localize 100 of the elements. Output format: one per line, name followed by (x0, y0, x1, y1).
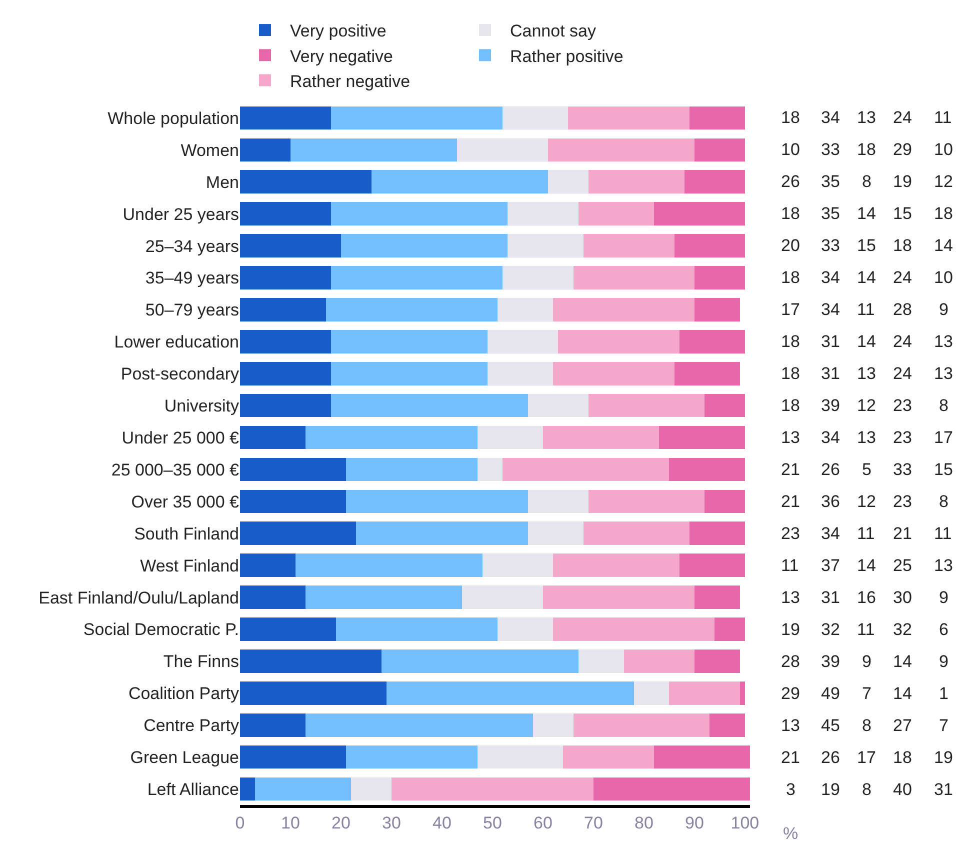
y-tick-label: Centre Party (144, 716, 240, 736)
data-label: 5 (862, 460, 872, 479)
bar (573, 713, 710, 737)
bar (330, 266, 503, 290)
bar (624, 650, 694, 673)
data-label: 13 (857, 108, 876, 127)
data-label: 19 (893, 172, 912, 191)
bar (659, 426, 745, 450)
data-label: 11 (857, 620, 875, 639)
legend-label: Very positive (290, 22, 386, 41)
bar (694, 650, 740, 673)
bar (340, 234, 508, 258)
data-label: 13 (781, 588, 800, 607)
data-label: 10 (934, 268, 953, 287)
data-label: 21 (893, 524, 912, 543)
bar (240, 330, 331, 354)
bar (679, 330, 745, 354)
bar (679, 554, 745, 577)
data-label: 19 (934, 748, 953, 767)
data-label: 24 (893, 364, 912, 383)
data-label: 15 (857, 236, 876, 255)
x-tick-label: 10 (281, 813, 300, 832)
data-label: 9 (939, 652, 948, 671)
bar (457, 138, 548, 162)
bar (532, 713, 574, 737)
data-label: 13 (934, 556, 953, 575)
data-label: 11 (857, 300, 875, 319)
data-label: 17 (857, 748, 876, 767)
bar (498, 298, 554, 322)
bar (583, 234, 674, 258)
bar (391, 777, 594, 801)
bar (240, 777, 256, 801)
data-label: 13 (934, 332, 953, 351)
bar (330, 330, 488, 354)
data-label: 23 (893, 492, 912, 511)
bar (346, 745, 478, 769)
bar (381, 650, 578, 673)
data-label: 18 (781, 396, 800, 415)
bar (330, 202, 508, 226)
x-tick-label: 80 (634, 813, 654, 832)
bar (573, 266, 694, 290)
bar (240, 170, 372, 194)
bar (502, 106, 568, 130)
data-label: 40 (893, 780, 912, 799)
data-label: 13 (857, 428, 876, 447)
data-label: 13 (857, 364, 876, 383)
data-label: 1 (939, 684, 948, 703)
bar (542, 426, 660, 450)
bar (306, 713, 533, 737)
y-tick-label: University (164, 396, 240, 416)
bar (674, 234, 745, 258)
bar (704, 394, 745, 418)
bar (240, 138, 290, 162)
bar (477, 458, 503, 482)
bar (689, 106, 745, 130)
data-label: 21 (781, 748, 800, 767)
bar (542, 586, 694, 609)
data-label: 23 (781, 524, 800, 543)
x-tick-label: 50 (483, 813, 502, 832)
bar (386, 682, 634, 705)
data-label: 49 (821, 684, 840, 703)
data-label: 33 (893, 460, 912, 479)
data-label: 17 (934, 428, 953, 447)
data-label: 10 (781, 140, 800, 159)
data-label: 34 (821, 524, 840, 543)
x-tick-label: 40 (432, 813, 452, 832)
data-label: 9 (939, 588, 948, 607)
data-label: 10 (934, 140, 953, 159)
bar (462, 586, 543, 609)
y-tick-label: Green League (130, 748, 239, 768)
bar (346, 458, 478, 482)
data-label: 8 (862, 716, 872, 735)
legend-label: Rather negative (290, 72, 410, 91)
bar (502, 458, 670, 482)
data-label: 18 (781, 332, 800, 351)
data-label: 3 (786, 780, 796, 799)
bar (240, 202, 331, 226)
bar (689, 522, 745, 546)
data-label: 18 (781, 268, 800, 287)
bar (694, 266, 745, 290)
data-label: 13 (781, 428, 800, 447)
bar (240, 490, 346, 514)
y-tick-label: Left Alliance (147, 780, 239, 799)
data-label: 14 (857, 332, 876, 351)
bar (477, 426, 543, 450)
bar (240, 458, 346, 482)
bar (502, 266, 574, 290)
bar (240, 106, 331, 130)
data-label: 34 (821, 428, 840, 447)
bar (290, 138, 458, 162)
y-tick-label: Women (180, 140, 239, 160)
bar (528, 522, 584, 546)
bar (710, 713, 745, 737)
bar (306, 426, 478, 450)
data-label: 9 (862, 652, 872, 671)
y-tick-label: 35–49 years (145, 268, 239, 288)
bar (740, 682, 745, 705)
bar (508, 234, 584, 258)
data-label: 18 (781, 204, 800, 223)
y-tick-label: Social Democratic P. (83, 620, 239, 640)
